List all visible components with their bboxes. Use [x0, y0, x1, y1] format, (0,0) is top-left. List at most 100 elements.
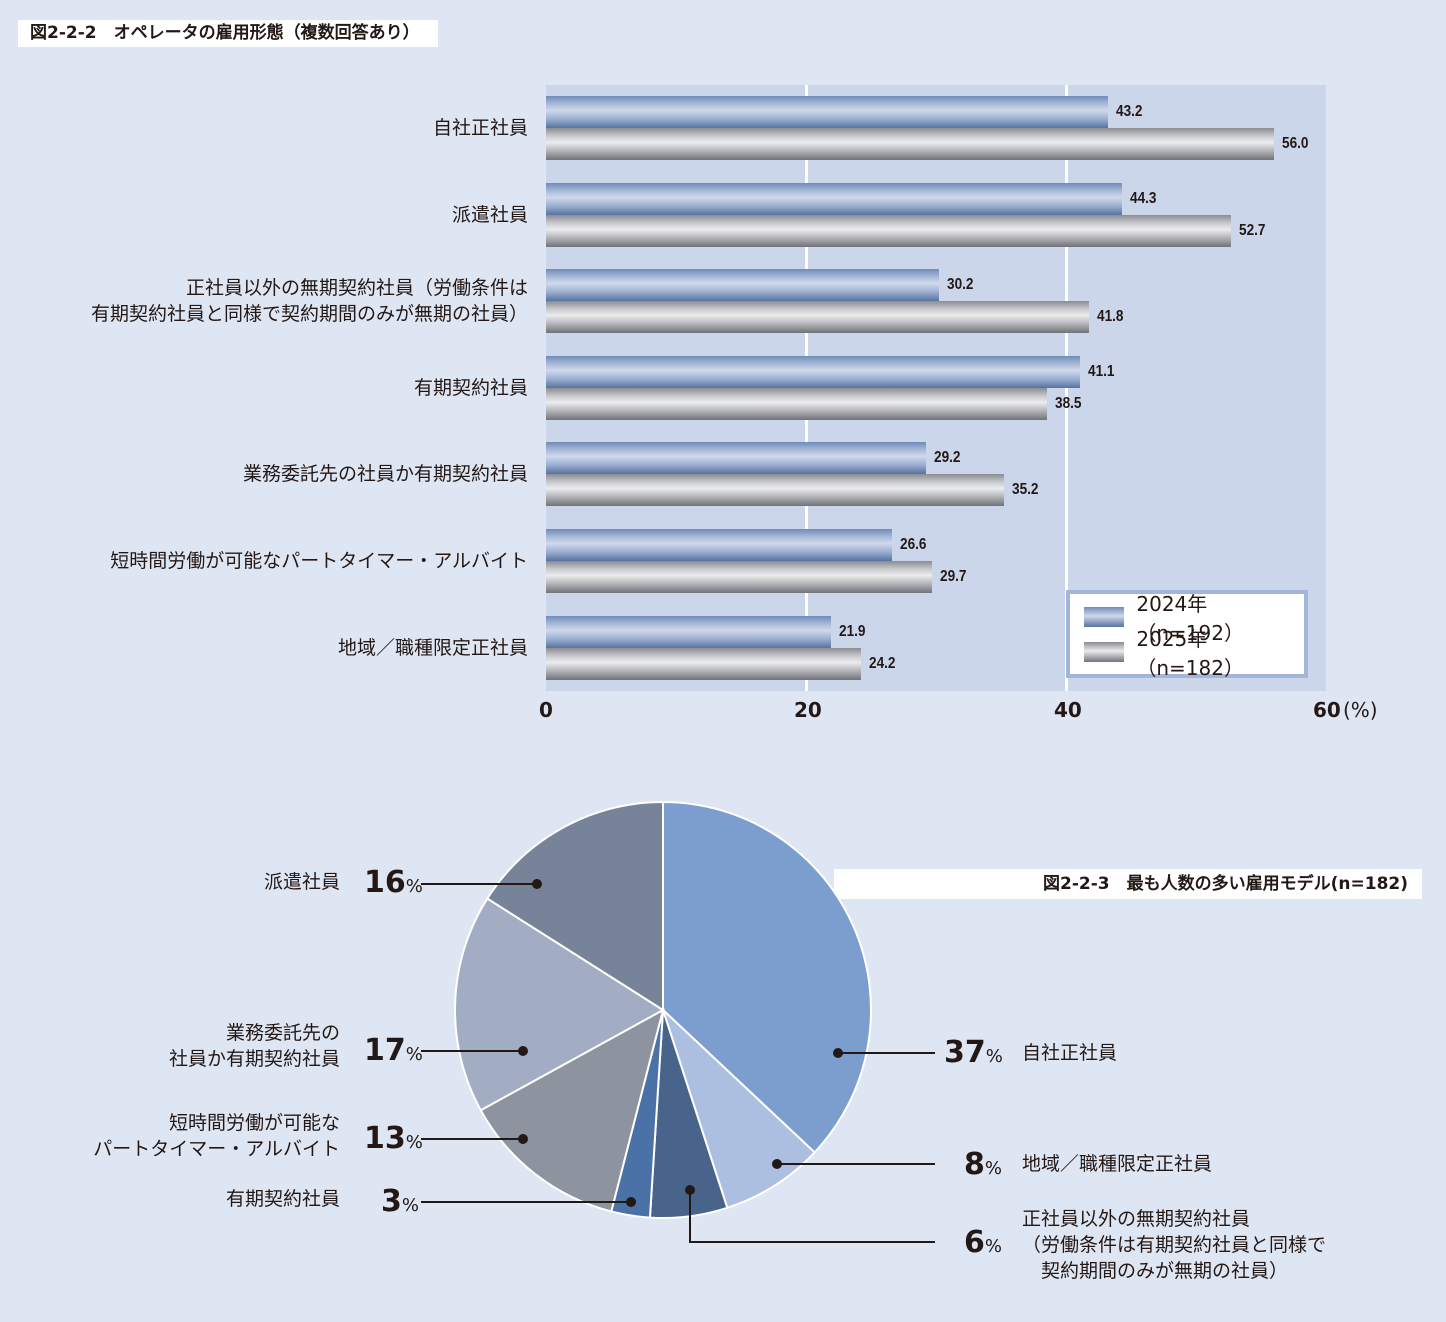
x-tick-20: 20 [794, 698, 822, 722]
slice-label-line: 社員か有期契約社員 [168, 1048, 340, 1070]
slice-label-line: 自社正社員 [1022, 1042, 1118, 1064]
value-label-2025: 29.7 [940, 568, 967, 585]
value-label-2025: 38.5 [1054, 394, 1081, 412]
bar-2025 [546, 474, 1004, 507]
percent-sign: % [405, 1132, 423, 1153]
value-label-2024: 26.6 [899, 536, 927, 553]
slice-percentage: 6% [964, 1226, 1002, 1264]
percent-sign: % [985, 1046, 1003, 1067]
category-label: 地域／職種限定正社員 [338, 635, 528, 661]
leader-dot [685, 1185, 695, 1195]
slice-label: 地域／職種限定正社員 [1022, 1151, 1212, 1177]
slice-label: 短時間労働が可能なパートタイマー・アルバイト [93, 1110, 340, 1162]
value-label-2025: 24.2 [868, 654, 896, 672]
slice-label: 有期契約社員 [226, 1186, 340, 1212]
slice-percentage-value: 16 [364, 865, 406, 900]
value-label-2024: 29.2 [933, 449, 961, 467]
bar-2025 [546, 561, 933, 593]
category-label-line: 地域／職種限定正社員 [337, 636, 528, 659]
value-label-2025: 56.0 [1282, 135, 1309, 152]
category-label: 有期契約社員 [414, 375, 528, 401]
value-label-2025: 41.8 [1097, 308, 1124, 326]
pie-slice [662, 1009, 817, 1210]
bar-2024 [546, 182, 1122, 215]
legend-label-2024: 2024年（n=192） [1136, 592, 1244, 645]
value-label-2024: 21.9 [838, 622, 866, 640]
slice-label-line: 業務委託先の [225, 1022, 340, 1044]
category-label: 自社正社員 [433, 115, 528, 141]
bar-2025 [546, 214, 1232, 247]
slice-label: 派遣社員 [264, 869, 340, 895]
bar-2025 [546, 128, 1274, 160]
slice-label-line: 正社員以外の無期契約社員 [1022, 1208, 1251, 1230]
percent-sign: % [401, 1195, 419, 1216]
bar-2024 [546, 615, 831, 648]
x-tick-0: 0 [539, 698, 553, 722]
percent-sign: % [984, 1236, 1002, 1257]
x-tick-60: 60 [1313, 698, 1341, 722]
legend-swatch-2024 [1084, 607, 1125, 627]
value-label-2024: 41.1 [1088, 362, 1115, 380]
slice-label-line: 短時間労働が可能な [168, 1112, 340, 1134]
figure2-title-text: 図2-2-3 最も人数の多い雇用モデル(n=182) [1043, 874, 1408, 894]
bar-2025 [546, 387, 1047, 420]
category-label: 正社員以外の無期契約社員（労働条件は有期契約社員と同様で契約期間のみが無期の社員… [91, 275, 528, 327]
pie-slice [662, 800, 872, 1154]
value-label-2025: 35.2 [1011, 481, 1039, 499]
bar-2024 [546, 442, 926, 475]
slice-label: 業務委託先の社員か有期契約社員 [169, 1020, 340, 1072]
category-label-line: 正社員以外の無期契約社員（労働条件は [185, 277, 528, 300]
slice-percentage: 37% [944, 1036, 1003, 1074]
category-label-line: 派遣社員 [451, 203, 528, 226]
slice-percentage-value: 37 [944, 1035, 986, 1070]
slice-percentage-value: 8 [964, 1147, 985, 1182]
leader-dot [772, 1159, 782, 1169]
figure1-title: 図2-2-2 オペレータの雇用形態（複数回答あり） [18, 20, 438, 47]
category-label-line: 有期契約社員と同様で契約期間のみが無期の社員） [90, 303, 528, 326]
slice-percentage-value: 17 [364, 1033, 406, 1068]
bar-2024 [546, 529, 892, 561]
slice-label: 正社員以外の無期契約社員 （労働条件は有期契約社員と同様で 契約期間のみが無期の社… [1022, 1206, 1326, 1284]
bar-2024 [546, 269, 939, 302]
leader-dot [518, 1134, 528, 1144]
slice-percentage: 3% [381, 1185, 419, 1223]
percent-sign: % [405, 876, 423, 897]
leader-dot [518, 1046, 528, 1056]
slice-percentage: 13% [364, 1122, 423, 1160]
value-label-2024: 43.2 [1115, 103, 1143, 120]
leader-dot [833, 1048, 843, 1058]
category-label-line: 短時間労働が可能なパートタイマー・アルバイト [110, 550, 528, 572]
slice-percentage: 8% [964, 1148, 1002, 1186]
pie-slice [479, 1008, 665, 1213]
category-label: 短時間労働が可能なパートタイマー・アルバイト [110, 548, 528, 574]
slice-percentage-value: 6 [964, 1225, 985, 1260]
pie-slice [485, 800, 664, 1012]
slice-percentage-value: 13 [364, 1121, 406, 1156]
slice-label: 自社正社員 [1022, 1040, 1117, 1066]
slice-label-line: 契約期間のみが無期の社員） [1022, 1260, 1289, 1282]
leader-line [689, 1190, 935, 1243]
legend-item-2024: 2024年（n=192） [1084, 592, 1304, 645]
category-label-line: 自社正社員 [432, 117, 528, 139]
legend-label-2025: 2025年（n=182） [1136, 627, 1244, 680]
slice-label-line: （労働条件は有期契約社員と同様で [1022, 1234, 1327, 1256]
bar-2024 [546, 96, 1108, 128]
value-label-2024: 44.3 [1129, 189, 1157, 207]
gridline-40 [1065, 85, 1068, 691]
bar-2025 [546, 301, 1090, 334]
slice-label-line: パートタイマー・アルバイト [93, 1138, 340, 1160]
category-label-line: 業務委託先の社員か有期契約社員 [242, 463, 528, 486]
legend-swatch-2025 [1084, 642, 1125, 662]
slice-percentage-value: 3 [381, 1184, 402, 1219]
slice-percentage: 17% [364, 1034, 423, 1072]
category-label-line: 有期契約社員 [413, 376, 528, 399]
percent-sign: % [405, 1044, 423, 1065]
category-label: 業務委託先の社員か有期契約社員 [243, 461, 528, 487]
bar-legend: 2024年（n=192） 2025年（n=182） [1066, 590, 1308, 680]
bar-2025 [546, 647, 861, 680]
x-axis-unit: (%) [1343, 698, 1378, 722]
bar-2024 [546, 355, 1081, 388]
slice-label-line: 有期契約社員 [225, 1188, 340, 1210]
leader-dot [532, 879, 542, 889]
